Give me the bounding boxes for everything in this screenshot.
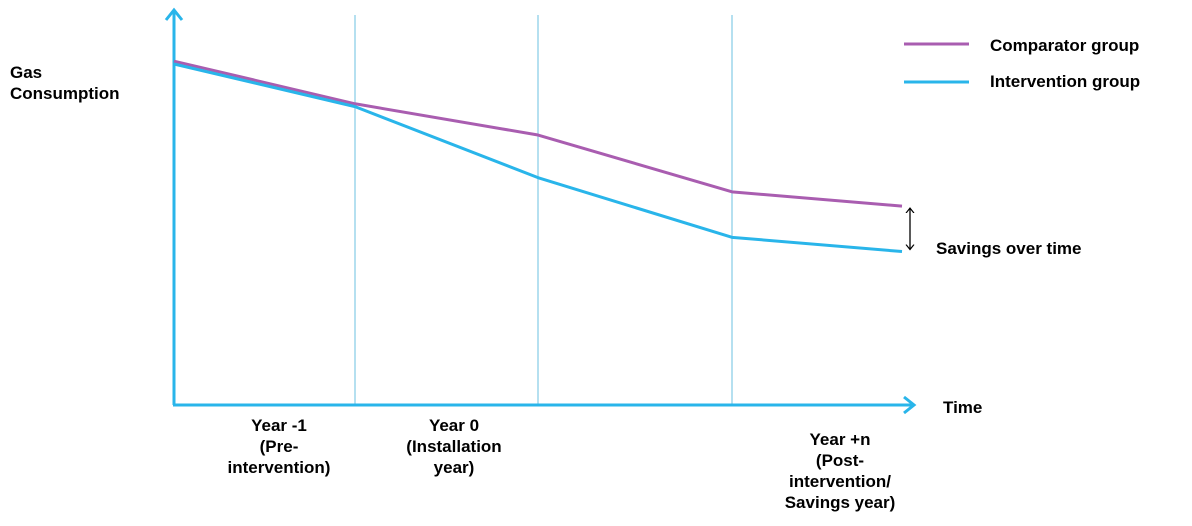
legend — [904, 42, 969, 84]
axes — [164, 7, 917, 415]
legend-intervention-label: Intervention group — [990, 72, 1141, 91]
year-dividers — [354, 15, 733, 405]
y-axis-label: Gas Consumption — [10, 63, 120, 103]
y-axis-arrow — [164, 7, 184, 21]
x-tick-year-minus-1: Year -1 (Pre- intervention) — [227, 416, 331, 477]
x-axis-label: Time — [943, 398, 983, 417]
series-lines — [173, 59, 903, 254]
legend-comparator-label: Comparator group — [990, 36, 1140, 55]
x-axis-arrow — [903, 395, 917, 415]
x-tick-year-0: Year 0 (Installation year) — [406, 416, 502, 477]
savings-annotation-label: Savings over time — [936, 239, 1082, 258]
x-tick-year-plus-n: Year +n (Post- intervention/ Savings yea… — [784, 430, 896, 512]
